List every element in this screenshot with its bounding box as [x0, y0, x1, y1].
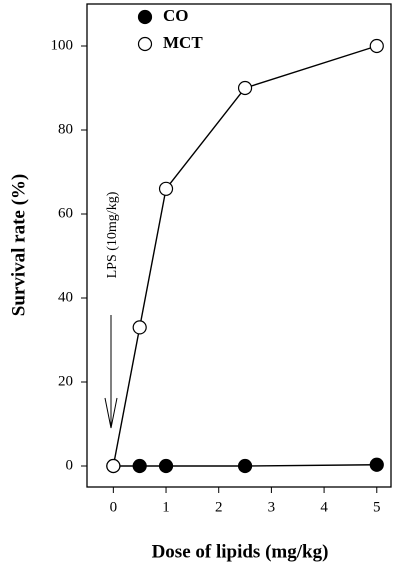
legend-marker [137, 36, 153, 52]
x-tick-label: 4 [320, 499, 328, 515]
marker [132, 320, 147, 335]
y-axis-label: Survival rate (%) [8, 174, 29, 316]
y-tick-label: 0 [66, 457, 74, 473]
y-tick-label: 40 [58, 289, 73, 305]
marker [369, 38, 384, 54]
x-tick-label: 3 [268, 499, 276, 515]
marker [158, 181, 174, 196]
marker [237, 80, 253, 96]
y-tick-label: 60 [58, 205, 73, 221]
legend-label: MCT [163, 33, 203, 52]
y-tick-label: 20 [58, 373, 73, 389]
x-tick-label: 0 [110, 499, 118, 515]
y-tick-label: 100 [51, 37, 74, 53]
annotation: LPS (10mg/kg) [105, 191, 120, 278]
series-line [112, 45, 377, 467]
legend-marker [137, 9, 153, 25]
marker [106, 458, 121, 474]
arrow [104, 315, 118, 429]
marker [369, 457, 384, 472]
x-tick-label: 2 [215, 499, 223, 515]
x-axis-label: Dose of lipids (mg/kg) [152, 541, 329, 562]
y-tick-label: 80 [58, 121, 73, 137]
x-tick-label: 1 [162, 499, 170, 515]
marker [132, 458, 147, 474]
legend-label: CO [163, 6, 189, 25]
marker [237, 458, 253, 474]
x-tick-label: 5 [373, 499, 381, 515]
plot-frame [86, 3, 392, 488]
marker [158, 458, 174, 474]
